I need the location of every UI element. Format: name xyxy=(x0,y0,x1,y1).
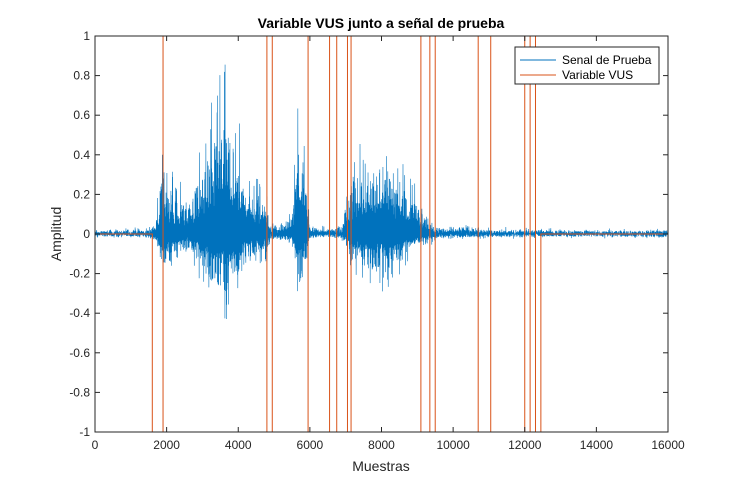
y-tick-label: -0.6 xyxy=(69,346,90,360)
legend-label-senal: Senal de Prueba xyxy=(562,53,652,67)
y-tick-label: -0.8 xyxy=(69,385,90,399)
y-tick-label: 0.8 xyxy=(73,69,90,83)
x-tick-label: 0 xyxy=(92,438,99,452)
x-tick-label: 8000 xyxy=(368,438,395,452)
x-axis: 0 2000 4000 6000 8000 10000 12000 14000 16000 xyxy=(92,36,685,452)
y-tick-label: 0 xyxy=(83,227,90,241)
y-tick-label: 0.6 xyxy=(73,108,90,122)
x-tick-label: 16000 xyxy=(651,438,685,452)
y-tick-label: 0.4 xyxy=(73,148,90,162)
y-tick-label: 0.2 xyxy=(73,187,90,201)
y-axis-label: Amplitud xyxy=(48,207,64,261)
legend: Senal de Prueba Variable VUS xyxy=(514,46,660,85)
series-layer xyxy=(95,36,668,432)
y-tick-label: -0.2 xyxy=(69,267,90,281)
x-axis-label: Muestras xyxy=(352,458,410,474)
legend-box xyxy=(514,46,660,85)
x-tick-label: 4000 xyxy=(225,438,252,452)
x-tick-label: 10000 xyxy=(436,438,470,452)
x-tick-label: 14000 xyxy=(580,438,614,452)
y-tick-label: -0.4 xyxy=(69,306,90,320)
y-tick-label: -1 xyxy=(79,425,90,439)
y-axis: -1 -0.8 -0.6 -0.4 -0.2 0 0.2 0.4 0.6 0.8 1 xyxy=(69,29,668,439)
chart-title: Variable VUS junto a señal de prueba xyxy=(258,15,505,31)
x-tick-label: 12000 xyxy=(508,438,542,452)
legend-label-vus: Variable VUS xyxy=(562,68,633,82)
x-tick-label: 6000 xyxy=(297,438,324,452)
y-tick-label: 1 xyxy=(83,29,90,43)
x-tick-label: 2000 xyxy=(153,438,180,452)
